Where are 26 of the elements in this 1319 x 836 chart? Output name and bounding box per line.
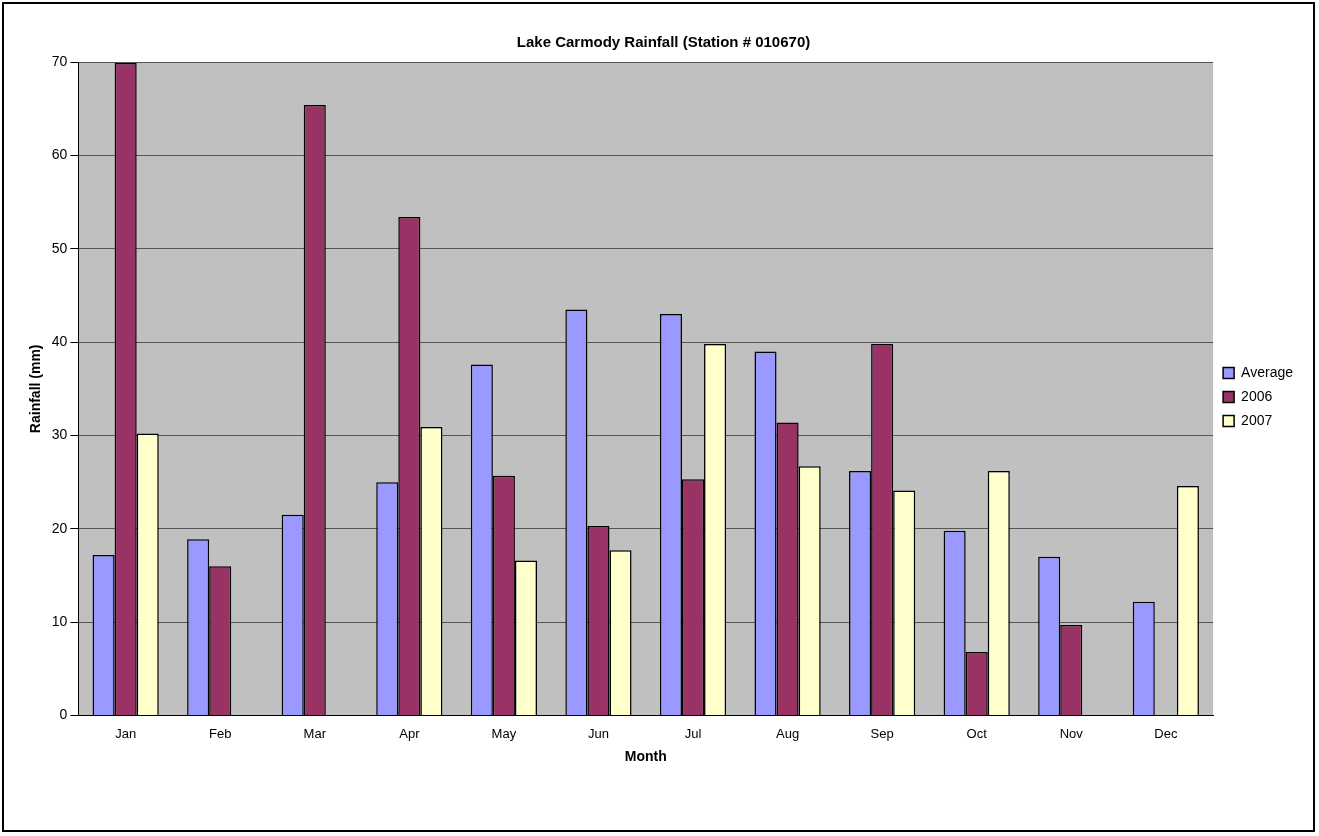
x-axis-title: Month: [624, 748, 667, 765]
y-tick-label: 20: [51, 519, 68, 536]
y-tick-label: 0: [59, 706, 68, 723]
legend-label: 2007: [1241, 411, 1273, 428]
y-tick-label: 50: [51, 239, 68, 256]
x-tick-label: Nov: [1059, 725, 1084, 741]
y-tick-label: 10: [51, 613, 68, 630]
x-tick-label: Jun: [587, 725, 609, 741]
x-tick-label: Apr: [399, 725, 421, 741]
y-tick-label: 60: [51, 146, 68, 163]
x-tick-label: Jan: [115, 725, 137, 741]
x-tick-label: Oct: [966, 725, 988, 741]
legend-label: 2006: [1241, 387, 1273, 404]
x-tick-label: Feb: [209, 725, 232, 741]
x-tick-label: Dec: [1154, 725, 1178, 741]
x-tick-label: Jul: [684, 725, 702, 741]
legend-label: Average: [1241, 363, 1294, 380]
y-tick-label: 40: [51, 332, 68, 349]
x-tick-label: Aug: [776, 725, 800, 741]
y-axis-title: Rainfall (mm): [27, 344, 44, 434]
y-tick-label: 70: [51, 52, 68, 69]
chart-title: Lake Carmody Rainfall (Station # 010670): [516, 33, 811, 51]
x-tick-label: May: [491, 725, 517, 741]
x-tick-label: Mar: [303, 725, 327, 741]
y-tick-label: 30: [51, 426, 68, 443]
x-tick-label: Sep: [870, 725, 894, 741]
